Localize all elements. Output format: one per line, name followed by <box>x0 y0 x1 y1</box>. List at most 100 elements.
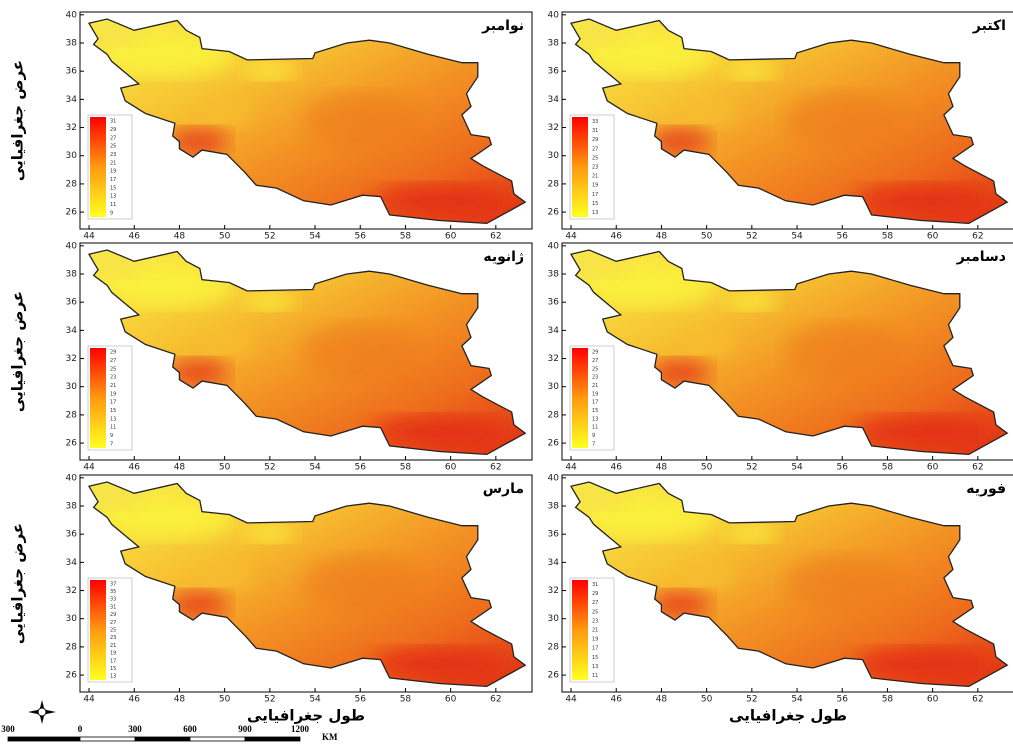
heat-zone <box>677 562 737 591</box>
y-tick-label: 32 <box>548 354 559 364</box>
x-tick-label: 48 <box>174 463 186 473</box>
y-tick-label: 26 <box>548 671 560 681</box>
heat-zone <box>724 62 779 80</box>
x-tick-label: 46 <box>611 232 623 242</box>
x-tick-label: 56 <box>355 695 367 705</box>
legend-label: 9 <box>110 433 113 439</box>
legend-label: 11 <box>110 425 116 431</box>
legend-label: 31 <box>592 128 598 134</box>
legend-label: 15 <box>592 655 598 661</box>
legend-label: 15 <box>592 201 598 207</box>
y-tick-label: 28 <box>66 410 78 420</box>
legend-label: 9 <box>592 433 595 439</box>
y-tick-label: 38 <box>548 39 560 49</box>
legend-label: 29 <box>592 350 598 356</box>
legend-label: 21 <box>110 383 116 389</box>
panel-title: ژانویه <box>483 249 524 265</box>
heat-zone <box>677 99 737 128</box>
legend-label: 23 <box>110 635 116 641</box>
x-tick-label: 46 <box>129 695 141 705</box>
legend-label: 23 <box>592 375 598 381</box>
x-tick-label: 52 <box>746 463 757 473</box>
panel-title: فوریه <box>966 481 1006 497</box>
scale-segment <box>244 736 301 742</box>
heat-zone <box>303 323 417 380</box>
legend-label: 27 <box>592 146 598 152</box>
y-tick-label: 32 <box>66 354 77 364</box>
legend-label: 15 <box>110 666 116 672</box>
legend-label: 19 <box>110 169 116 175</box>
legend-label: 11 <box>110 202 116 208</box>
x-tick-label: 56 <box>837 695 849 705</box>
legend-label: 25 <box>110 366 116 372</box>
x-tick-label: 52 <box>264 463 275 473</box>
legend-label: 7 <box>592 441 595 447</box>
heat-zone <box>242 525 297 543</box>
panel-title: اکتبر <box>972 18 1006 34</box>
x-tick-label: 54 <box>309 463 321 473</box>
y-tick-label: 36 <box>66 67 78 77</box>
y-tick-label: 34 <box>548 326 560 336</box>
scale-segment <box>134 736 191 742</box>
y-tick-label: 28 <box>548 642 560 652</box>
scale-segment <box>7 736 81 742</box>
x-tick-label: 52 <box>264 232 275 242</box>
scale-label: 1200 <box>291 724 310 734</box>
y-tick-label: 30 <box>548 151 560 161</box>
x-tick-label: 56 <box>837 463 849 473</box>
legend-ramp <box>90 117 106 217</box>
x-tick-label: 62 <box>490 232 501 242</box>
y-tick-label: 36 <box>548 298 560 308</box>
y-axis-label: عرض جغرافیایی <box>9 291 27 412</box>
x-tick-label: 58 <box>882 463 894 473</box>
x-tick-label: 46 <box>611 463 623 473</box>
heat-zone <box>303 92 417 149</box>
x-tick-label: 44 <box>565 463 577 473</box>
map-panel: 44 46 48 50 52 54 56 58 60 62 26 28 30 32 34 36 38 40 مارس… <box>9 473 533 725</box>
heat-zone <box>853 646 990 681</box>
heat-zone <box>785 323 899 380</box>
x-tick-label: 50 <box>219 695 231 705</box>
y-tick-label: 34 <box>548 95 560 105</box>
legend-label: 31 <box>110 119 116 125</box>
x-tick-label: 58 <box>400 463 412 473</box>
legend-label: 29 <box>110 350 116 356</box>
x-tick-label: 48 <box>656 232 668 242</box>
legend-label: 27 <box>110 620 116 626</box>
x-tick-label: 60 <box>927 232 939 242</box>
heat-zone <box>724 293 779 311</box>
heat-zone <box>647 358 712 387</box>
legend-label: 19 <box>592 637 598 643</box>
legend-label: 25 <box>592 155 598 161</box>
legend-label: 35 <box>110 589 116 595</box>
heat-zone <box>785 92 899 149</box>
x-tick-label: 60 <box>927 695 939 705</box>
legend-label: 23 <box>592 618 598 624</box>
y-tick-label: 36 <box>548 530 560 540</box>
x-tick-label: 60 <box>445 232 457 242</box>
heat-zone <box>195 562 255 591</box>
legend-label: 15 <box>592 408 598 414</box>
x-tick-label: 48 <box>656 463 668 473</box>
y-tick-label: 26 <box>548 208 560 218</box>
legend-ramp <box>572 348 588 448</box>
y-tick-label: 26 <box>66 671 78 681</box>
legend-label: 29 <box>592 137 598 143</box>
y-tick-label: 30 <box>66 382 78 392</box>
legend-label: 19 <box>592 391 598 397</box>
scale-label: 300 <box>128 724 142 734</box>
x-tick-label: 50 <box>701 232 713 242</box>
legend-label: 25 <box>592 366 598 372</box>
scale-segment <box>79 736 136 742</box>
y-tick-label: 40 <box>548 10 560 20</box>
x-tick-label: 58 <box>882 695 894 705</box>
legend-label: 31 <box>110 604 116 610</box>
map-panel: 44 46 48 50 52 54 56 58 60 62 26 28 30 32 34 36 38 40 دسام… <box>548 241 1013 473</box>
heat-zone <box>195 330 255 359</box>
x-tick-label: 46 <box>129 463 141 473</box>
x-tick-label: 62 <box>490 463 501 473</box>
legend-label: 25 <box>110 628 116 634</box>
x-tick-label: 54 <box>791 695 803 705</box>
legend-ramp <box>90 348 106 448</box>
heat-zone <box>303 555 417 612</box>
